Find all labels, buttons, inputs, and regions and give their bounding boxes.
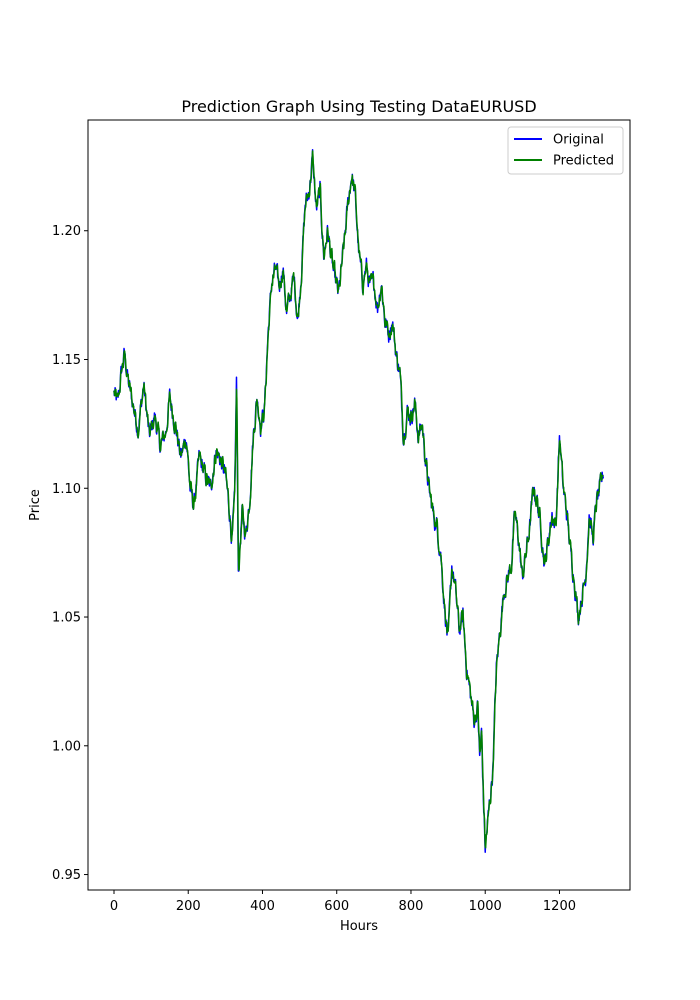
y-tick-label: 1.20 xyxy=(52,224,81,239)
x-tick-label: 200 xyxy=(176,899,201,914)
y-tick-label: 1.00 xyxy=(52,739,81,754)
y-tick-label: 1.10 xyxy=(52,482,81,497)
chart-title: Prediction Graph Using Testing DataEURUS… xyxy=(181,97,536,116)
legend: Original Predicted xyxy=(507,126,624,175)
x-tick-label: 1200 xyxy=(543,899,576,914)
x-tick-label: 1000 xyxy=(469,899,502,914)
x-axis-ticks: 0 200 400 600 800 1000 1200 xyxy=(110,890,576,914)
x-tick-label: 400 xyxy=(250,899,275,914)
series-line-predicted xyxy=(113,150,604,849)
x-axis-label: Hours xyxy=(340,919,378,934)
y-tick-label: 1.05 xyxy=(52,611,81,626)
y-axis-label: Price xyxy=(28,489,43,521)
legend-entry-original: Original xyxy=(553,133,604,148)
x-tick-label: 800 xyxy=(399,899,424,914)
legend-entry-predicted: Predicted xyxy=(553,154,614,169)
series-layer xyxy=(113,148,605,853)
y-tick-label: 0.95 xyxy=(52,868,81,883)
y-tick-label: 1.15 xyxy=(52,353,81,368)
plot-area xyxy=(87,119,631,891)
y-axis-ticks: 0.95 1.00 1.05 1.10 1.15 1.20 xyxy=(52,224,88,883)
axes-frame xyxy=(87,119,631,891)
x-tick-label: 600 xyxy=(324,899,349,914)
x-tick-label: 0 xyxy=(110,899,118,914)
